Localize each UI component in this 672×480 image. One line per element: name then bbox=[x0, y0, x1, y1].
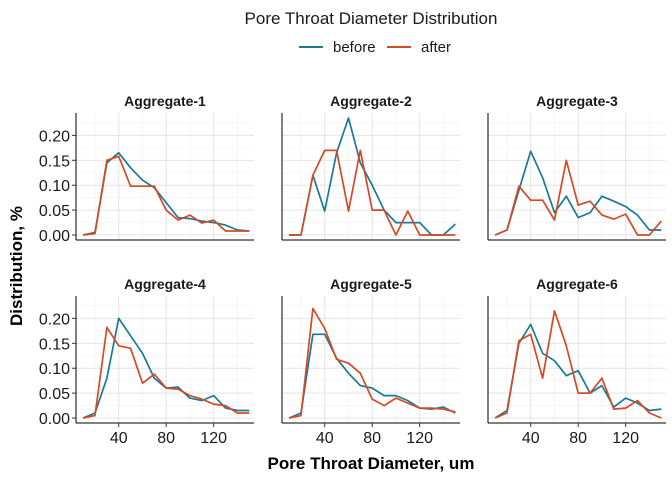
x-tick-label: 40 bbox=[316, 430, 334, 447]
x-tick-label: 80 bbox=[363, 430, 381, 447]
y-tick-label: 0.05 bbox=[39, 386, 70, 403]
panel-title: Aggregate-6 bbox=[536, 276, 618, 292]
y-tick-label: 0.00 bbox=[39, 411, 70, 428]
panel-title: Aggregate-3 bbox=[536, 93, 618, 109]
y-tick-label: 0.15 bbox=[39, 336, 70, 353]
x-tick-label: 80 bbox=[569, 430, 587, 447]
series-line-after bbox=[494, 310, 662, 419]
legend: before after bbox=[299, 39, 451, 56]
series-line-after bbox=[288, 307, 456, 419]
x-tick-label: 40 bbox=[110, 430, 128, 447]
y-tick-label: 0.20 bbox=[39, 128, 70, 145]
y-tick-label: 0.10 bbox=[39, 178, 70, 195]
panel-3: Aggregate-3 bbox=[487, 93, 666, 241]
series-line-before bbox=[494, 150, 662, 236]
series-line-after bbox=[494, 159, 662, 236]
x-axis-title: Pore Throat Diameter, um bbox=[268, 454, 475, 473]
y-tick-label: 0.20 bbox=[39, 311, 70, 328]
y-tick-label: 0.00 bbox=[39, 228, 70, 245]
panel-1: Aggregate-1 0.00 0.05 0.10 0.15 0.20 bbox=[39, 93, 254, 245]
series-line-after bbox=[82, 155, 250, 236]
y-tick-label: 0.05 bbox=[39, 203, 70, 220]
y-axis-title: Distribution, % bbox=[7, 206, 26, 326]
y-tick-label: 0.10 bbox=[39, 361, 70, 378]
series-line-after bbox=[82, 326, 250, 419]
panel-5: Aggregate-5 40 80 120 bbox=[281, 276, 460, 447]
panel-title: Aggregate-4 bbox=[124, 276, 206, 292]
legend-label-after: after bbox=[421, 39, 451, 56]
panel-6: Aggregate-6 40 80 120 bbox=[487, 276, 666, 447]
panels: Aggregate-10.000.050.100.150.20Aggregate… bbox=[39, 93, 666, 447]
series-line-after bbox=[289, 149, 456, 236]
panel-2: Aggregate-2 bbox=[281, 93, 460, 241]
legend-label-before: before bbox=[333, 39, 376, 56]
panel-title: Aggregate-5 bbox=[330, 276, 412, 292]
series-line-before bbox=[289, 117, 456, 236]
panel-title: Aggregate-1 bbox=[124, 93, 206, 109]
x-tick-label: 120 bbox=[200, 430, 227, 447]
series-line-before bbox=[494, 323, 662, 419]
x-tick-label: 120 bbox=[612, 430, 639, 447]
x-tick-label: 40 bbox=[522, 430, 540, 447]
x-tick-label: 80 bbox=[157, 430, 175, 447]
chart-title: Pore Throat Diameter Distribution bbox=[245, 9, 498, 28]
panel-4: Aggregate-4 0.00 0.05 0.10 0.15 0.20 40 80 120 bbox=[39, 276, 254, 447]
panel-title: Aggregate-2 bbox=[330, 93, 412, 109]
x-tick-label: 120 bbox=[406, 430, 433, 447]
y-tick-label: 0.15 bbox=[39, 153, 70, 170]
